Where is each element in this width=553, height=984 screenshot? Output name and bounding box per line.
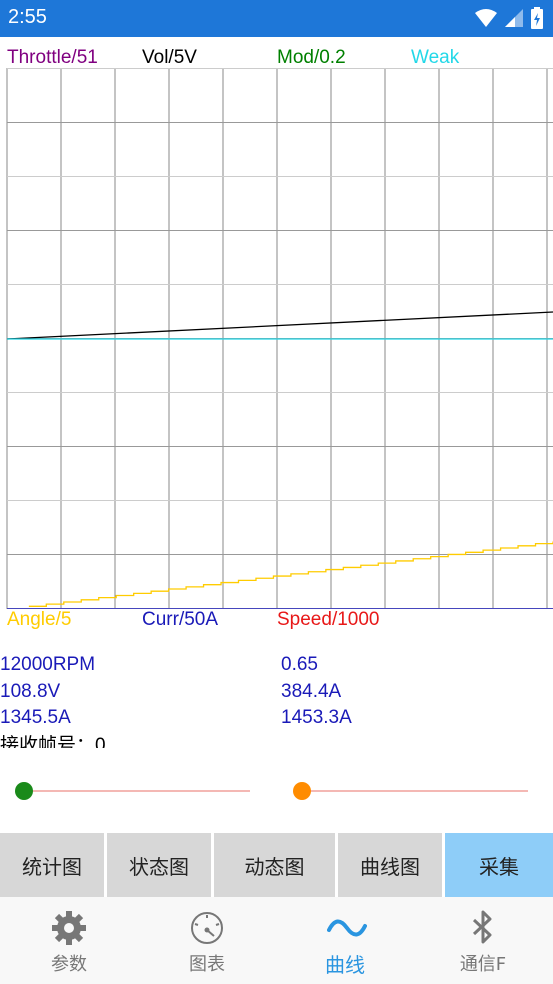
right-slider-track[interactable] [303,790,528,792]
legend-speed: Speed/1000 [277,609,380,630]
readout-current-1: 384.4A [281,681,342,697]
nav-curves-label: 曲线 [325,953,365,977]
readout-current-2: 1345.5A [0,707,71,723]
state-chart-button[interactable]: 状态图 [107,833,211,897]
dynamic-chart-button[interactable]: 动态图 [214,833,335,897]
readout-voltage: 108.8V [0,681,61,697]
series-line-2 [28,541,553,607]
right-slider[interactable] [293,781,533,801]
gear-icon [52,911,86,945]
nav-params-label: 参数 [51,954,87,975]
curve-chart [0,68,553,609]
nav-params[interactable]: 参数 [14,897,124,984]
series-line-0 [6,311,553,340]
readout-speed: 12000RPM [0,654,96,670]
legend-current: Curr/50A [142,609,219,630]
right-slider-thumb[interactable] [293,782,311,800]
status-bar: 2:55 [0,0,553,37]
left-slider[interactable] [15,781,255,801]
wifi-icon [475,9,497,27]
curve-chart-button[interactable]: 曲线图 [338,833,442,897]
left-slider-thumb[interactable] [15,782,33,800]
stats-chart-button[interactable]: 统计图 [0,833,104,897]
chart-mode-buttons: 统计图 状态图 动态图 曲线图 采集 [0,833,553,897]
legend-top: Throttle/51 Vol/5V Mod/0.2 Weak [0,47,553,71]
legend-voltage: Vol/5V [142,47,197,68]
readout-current-3: 1453.3A [281,707,352,723]
gauge-icon [191,912,223,944]
capture-button[interactable]: 采集 [445,833,553,897]
legend-angle: Angle/5 [7,609,72,630]
nav-comm[interactable]: 通信F [428,897,538,984]
left-slider-track[interactable] [25,790,250,792]
readout-mod: 0.65 [281,654,318,670]
legend-throttle: Throttle/51 [7,47,98,68]
nav-charts[interactable]: 图表 [152,897,262,984]
nav-charts-label: 图表 [189,954,225,975]
nav-comm-label: 通信F [459,954,507,975]
legend-mod: Mod/0.2 [277,47,346,68]
bottom-navigation: 参数 图表 曲线 通信F [0,897,553,984]
wave-icon [327,919,367,937]
signal-icon [505,9,523,27]
battery-icon [531,7,543,29]
frame-counter: 接收帧号：0 [0,735,106,748]
chart-grid [6,68,553,609]
legend-weak: Weak [411,47,460,68]
legend-bottom: Angle/5 Curr/50A Speed/1000 [0,609,553,633]
status-time: 2:55 [8,6,47,28]
readouts-panel: 12000RPM 0.65 108.8V 384.4A 1345.5A 1453… [0,652,553,748]
chart-series [6,311,553,607]
bluetooth-icon [472,910,492,944]
nav-curves[interactable]: 曲线 [290,897,400,984]
